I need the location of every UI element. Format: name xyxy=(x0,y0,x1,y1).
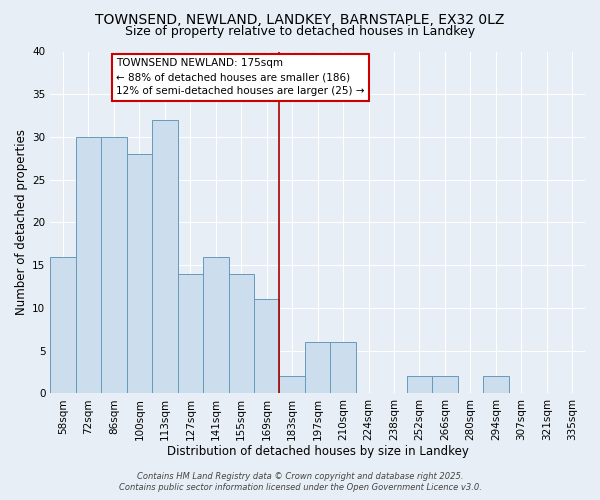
Bar xyxy=(203,256,229,394)
Bar xyxy=(407,376,432,394)
Bar xyxy=(305,342,331,394)
Bar xyxy=(101,137,127,394)
Bar xyxy=(178,274,203,394)
Bar xyxy=(280,376,305,394)
Bar xyxy=(331,342,356,394)
Bar xyxy=(152,120,178,394)
Text: Size of property relative to detached houses in Landkey: Size of property relative to detached ho… xyxy=(125,25,475,38)
Text: TOWNSEND, NEWLAND, LANDKEY, BARNSTAPLE, EX32 0LZ: TOWNSEND, NEWLAND, LANDKEY, BARNSTAPLE, … xyxy=(95,12,505,26)
Bar xyxy=(483,376,509,394)
Bar xyxy=(127,154,152,394)
Bar xyxy=(254,300,280,394)
Text: Contains HM Land Registry data © Crown copyright and database right 2025.
Contai: Contains HM Land Registry data © Crown c… xyxy=(119,472,481,492)
Bar xyxy=(76,137,101,394)
Bar xyxy=(50,256,76,394)
Bar xyxy=(432,376,458,394)
X-axis label: Distribution of detached houses by size in Landkey: Distribution of detached houses by size … xyxy=(167,444,469,458)
Y-axis label: Number of detached properties: Number of detached properties xyxy=(15,130,28,316)
Text: TOWNSEND NEWLAND: 175sqm
← 88% of detached houses are smaller (186)
12% of semi-: TOWNSEND NEWLAND: 175sqm ← 88% of detach… xyxy=(116,58,365,96)
Bar xyxy=(229,274,254,394)
